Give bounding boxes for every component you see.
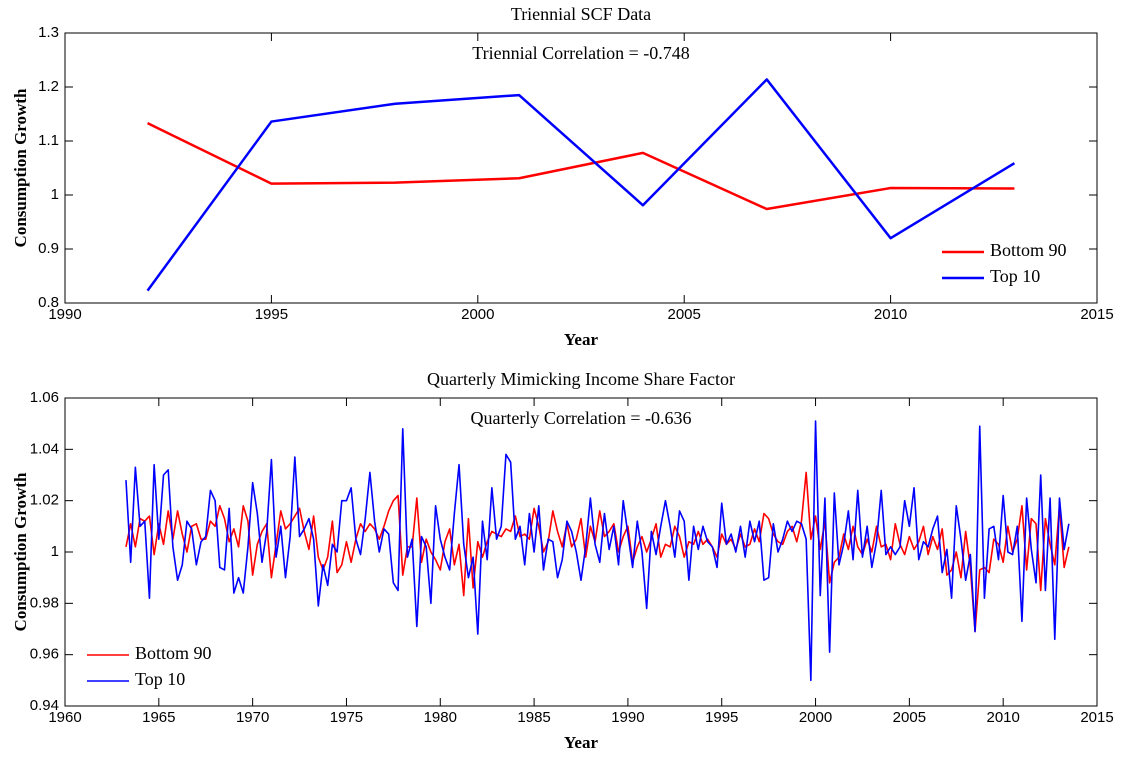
plot-area — [65, 398, 1097, 706]
y-tick-label: 1.04 — [30, 440, 59, 457]
x-tick-label: 2010 — [874, 306, 907, 323]
chart-title: Quarterly Mimicking Income Share Factor — [427, 369, 735, 389]
x-tick-label: 2010 — [986, 709, 1019, 726]
y-tick-label: 0.94 — [30, 697, 59, 714]
x-tick-label: 2000 — [799, 709, 832, 726]
annotation: Triennial Correlation = -0.748 — [472, 43, 689, 63]
legend-label: Bottom 90 — [135, 643, 212, 663]
y-tick-label: 0.96 — [30, 646, 59, 663]
x-axis-label: Year — [564, 733, 598, 752]
y-tick-label: 1 — [51, 543, 59, 560]
x-tick-label: 1985 — [517, 709, 550, 726]
data-line — [125, 471, 1070, 633]
x-tick-label: 2015 — [1080, 306, 1113, 323]
legend-label: Bottom 90 — [990, 240, 1067, 260]
x-tick-label: 1980 — [424, 709, 457, 726]
plot-area — [65, 33, 1097, 303]
y-tick-label: 0.8 — [38, 294, 59, 311]
y-tick-label: 1.06 — [30, 389, 59, 406]
x-tick-label: 2000 — [461, 306, 494, 323]
y-axis-label: Consumption Growth — [11, 88, 30, 247]
axes-box — [64, 32, 1098, 304]
chart-title: Triennial SCF Data — [511, 4, 651, 24]
legend-label: Top 10 — [135, 669, 185, 689]
x-tick-label: 1960 — [48, 709, 81, 726]
x-tick-label: 1970 — [236, 709, 269, 726]
legend-label: Top 10 — [990, 266, 1040, 286]
x-tick-label: 2015 — [1080, 709, 1113, 726]
x-tick-label: 1990 — [48, 306, 81, 323]
y-tick-label: 0.98 — [30, 594, 59, 611]
data-line — [125, 420, 1070, 682]
y-tick-label: 1.1 — [38, 132, 59, 149]
x-tick-label: 2005 — [668, 306, 701, 323]
x-tick-label: 1975 — [330, 709, 363, 726]
x-tick-label: 1995 — [705, 709, 738, 726]
x-tick-label: 1965 — [142, 709, 175, 726]
y-axis-label: Consumption Growth — [11, 472, 30, 631]
data-line — [146, 78, 1016, 292]
x-tick-label: 1990 — [611, 709, 644, 726]
y-tick-label: 1 — [51, 186, 59, 203]
x-axis-label: Year — [564, 330, 598, 349]
y-tick-label: 0.9 — [38, 240, 59, 257]
y-tick-label: 1.2 — [38, 78, 59, 95]
y-tick-label: 1.02 — [30, 492, 59, 509]
data-line — [147, 122, 1015, 211]
y-tick-label: 1.3 — [38, 24, 59, 41]
x-tick-label: 2005 — [893, 709, 926, 726]
annotation: Quarterly Correlation = -0.636 — [470, 408, 691, 428]
x-tick-label: 1995 — [255, 306, 288, 323]
